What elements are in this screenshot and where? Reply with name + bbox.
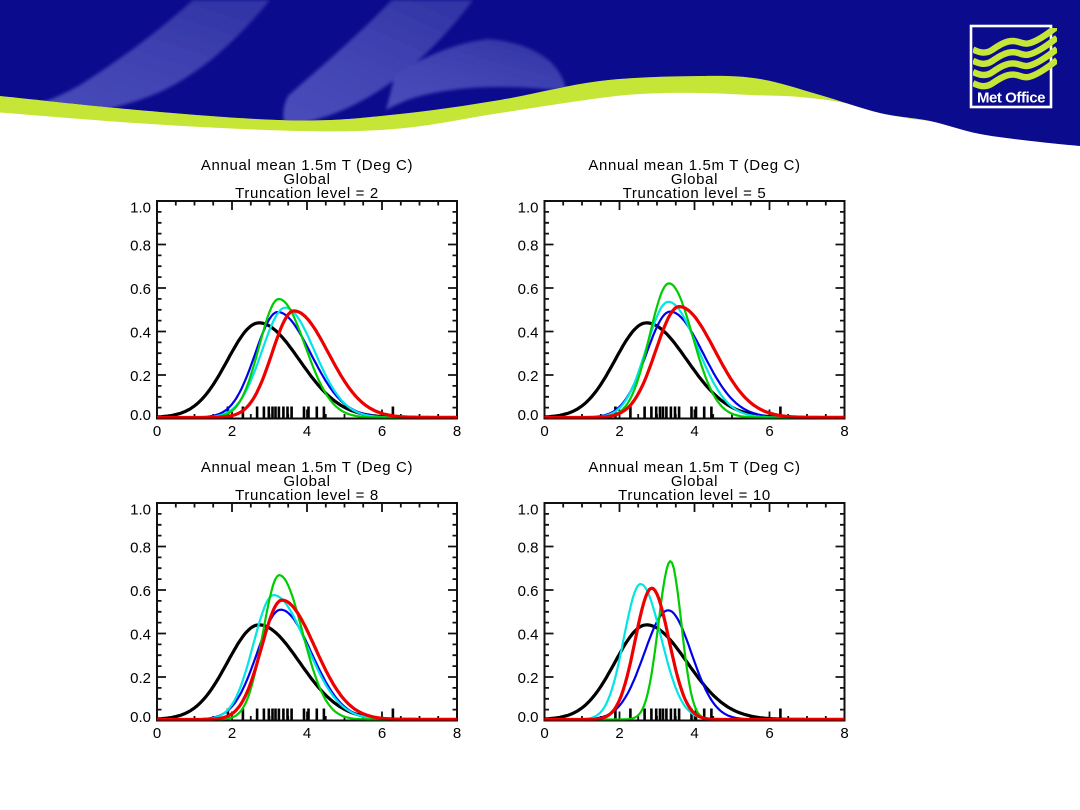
svg-text:0: 0 (540, 725, 548, 742)
svg-text:0.6: 0.6 (130, 281, 151, 298)
svg-text:4: 4 (303, 423, 311, 440)
svg-text:0: 0 (153, 725, 161, 742)
svg-text:Global: Global (283, 473, 330, 490)
svg-text:8: 8 (840, 423, 848, 440)
svg-text:1.0: 1.0 (518, 501, 539, 518)
svg-text:0.2: 0.2 (130, 670, 151, 687)
svg-text:0.2: 0.2 (518, 368, 539, 385)
svg-text:0.4: 0.4 (130, 324, 151, 341)
svg-text:6: 6 (765, 725, 773, 742)
svg-text:0.0: 0.0 (130, 407, 151, 424)
svg-text:Truncation level = 5: Truncation level = 5 (623, 185, 767, 202)
svg-text:1.0: 1.0 (130, 199, 151, 216)
svg-text:2: 2 (228, 725, 236, 742)
svg-text:8: 8 (840, 725, 848, 742)
svg-text:0.8: 0.8 (130, 539, 151, 556)
svg-text:2: 2 (615, 725, 623, 742)
svg-text:6: 6 (378, 423, 386, 440)
svg-text:4: 4 (303, 725, 311, 742)
svg-text:0.8: 0.8 (518, 539, 539, 556)
svg-text:Global: Global (283, 171, 330, 188)
svg-text:4: 4 (690, 423, 698, 440)
svg-text:Met Office: Met Office (977, 90, 1045, 107)
svg-text:Truncation level = 2: Truncation level = 2 (235, 185, 379, 202)
svg-text:Global: Global (671, 171, 718, 188)
svg-text:0.4: 0.4 (518, 324, 539, 341)
svg-text:Annual mean 1.5m T (Deg C): Annual mean 1.5m T (Deg C) (201, 157, 413, 174)
svg-text:0: 0 (153, 423, 161, 440)
svg-text:Annual mean 1.5m T (Deg C): Annual mean 1.5m T (Deg C) (588, 157, 800, 174)
svg-text:2: 2 (228, 423, 236, 440)
svg-text:4: 4 (690, 725, 698, 742)
svg-text:0.6: 0.6 (518, 281, 539, 298)
svg-text:1.0: 1.0 (518, 199, 539, 216)
svg-text:0.6: 0.6 (130, 583, 151, 600)
svg-text:0.8: 0.8 (518, 237, 539, 254)
svg-text:0.2: 0.2 (130, 368, 151, 385)
svg-text:Annual mean 1.5m T (Deg C): Annual mean 1.5m T (Deg C) (201, 459, 413, 476)
svg-text:0.0: 0.0 (518, 407, 539, 424)
svg-text:8: 8 (453, 423, 461, 440)
svg-text:0.2: 0.2 (518, 670, 539, 687)
svg-text:6: 6 (378, 725, 386, 742)
svg-text:8: 8 (453, 725, 461, 742)
svg-text:1.0: 1.0 (130, 501, 151, 518)
svg-text:0.8: 0.8 (130, 237, 151, 254)
svg-text:0: 0 (540, 423, 548, 440)
svg-text:Global: Global (671, 473, 718, 490)
svg-text:2: 2 (615, 423, 623, 440)
svg-text:6: 6 (765, 423, 773, 440)
svg-text:0.4: 0.4 (518, 626, 539, 643)
svg-text:Truncation level = 8: Truncation level = 8 (235, 487, 379, 504)
svg-text:Truncation level = 10: Truncation level = 10 (618, 487, 771, 504)
svg-text:0.4: 0.4 (130, 626, 151, 643)
svg-text:Annual mean 1.5m T (Deg C): Annual mean 1.5m T (Deg C) (588, 459, 800, 476)
svg-text:0.0: 0.0 (518, 709, 539, 726)
svg-text:0.0: 0.0 (130, 709, 151, 726)
svg-text:0.6: 0.6 (518, 583, 539, 600)
